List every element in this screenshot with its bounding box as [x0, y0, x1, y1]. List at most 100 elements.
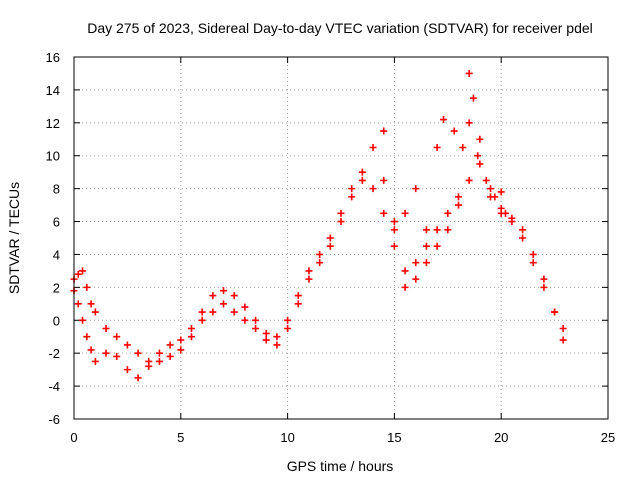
data-point-trace-a — [209, 292, 217, 300]
data-point-trace-b — [187, 333, 195, 341]
chart-title: Day 275 of 2023, Sidereal Day-to-day VTE… — [87, 20, 593, 36]
data-point-trace-a — [87, 300, 95, 308]
data-point-trace-b — [83, 333, 91, 341]
data-point-trace-b — [412, 275, 420, 283]
data-point-trace-a — [337, 209, 345, 217]
data-point-trace-a — [113, 333, 121, 341]
data-point-trace-b — [241, 316, 249, 324]
y-tick-label: 0 — [53, 313, 60, 328]
data-point-trace-c — [465, 69, 473, 77]
data-point-trace-b — [145, 362, 153, 370]
data-point-trace-a — [390, 242, 398, 250]
data-point-trace-a — [166, 341, 174, 349]
data-point-trace-b — [123, 366, 131, 374]
data-point-trace-a — [433, 226, 441, 234]
x-tick-label: 10 — [280, 430, 294, 445]
y-tick-label: 16 — [46, 50, 60, 65]
data-point-trace-c — [422, 226, 430, 234]
data-point-trace-c — [497, 188, 505, 196]
data-points — [70, 69, 567, 382]
data-point-trace-a — [412, 259, 420, 267]
data-point-trace-b — [177, 346, 185, 354]
data-point-trace-a — [79, 267, 87, 275]
y-tick-label: -6 — [48, 412, 60, 427]
data-point-trace-a — [401, 267, 409, 275]
data-point-trace-c — [380, 127, 388, 135]
data-point-trace-b — [198, 316, 206, 324]
data-point-trace-a — [91, 308, 99, 316]
data-point-trace-c — [469, 94, 477, 102]
data-point-trace-a — [559, 325, 567, 332]
x-tick-label: 15 — [387, 430, 401, 445]
data-point-trace-a — [102, 325, 110, 332]
data-point-trace-c — [501, 209, 509, 217]
data-point-trace-b — [134, 374, 142, 382]
data-point-trace-a — [422, 242, 430, 250]
data-point-trace-b — [74, 300, 82, 308]
data-point-trace-a — [187, 325, 195, 332]
data-point-trace-a — [487, 185, 495, 193]
data-point-trace-a — [444, 209, 452, 217]
plot-frame — [73, 56, 609, 420]
data-point-trace-b — [79, 316, 87, 324]
y-tick-label: -4 — [48, 379, 60, 394]
data-point-trace-b — [230, 308, 238, 316]
data-point-trace-a — [326, 234, 334, 242]
data-point-trace-c — [433, 144, 441, 151]
data-point-trace-a — [294, 292, 302, 300]
data-point-trace-b — [209, 308, 217, 316]
data-point-trace-b — [433, 242, 441, 250]
data-point-trace-b — [87, 346, 95, 354]
data-point-trace-b — [220, 300, 228, 308]
y-axis-label: SDTVAR / TECUs — [6, 182, 22, 294]
data-point-trace-b — [380, 176, 388, 184]
data-point-trace-a — [380, 209, 388, 217]
grid-lines — [74, 57, 608, 419]
x-tick-label: 5 — [177, 430, 184, 445]
y-tick-label: 8 — [53, 182, 60, 197]
data-point-trace-b — [262, 336, 270, 344]
data-point-trace-b — [155, 357, 163, 365]
data-point-trace-a — [220, 287, 228, 295]
data-point-trace-b — [401, 283, 409, 291]
data-point-trace-b — [294, 300, 302, 308]
data-point-trace-b — [559, 336, 567, 344]
data-point-trace-a — [358, 176, 366, 184]
data-point-trace-a — [134, 349, 142, 357]
data-point-trace-a — [454, 193, 462, 201]
data-point-trace-c — [440, 116, 448, 124]
data-point-trace-a — [284, 316, 292, 324]
axis-ticks: 0 5 10 15 20 25 -6 -4 -2 0 2 4 6 8 10 12 14 16 — [46, 50, 616, 445]
data-point-trace-b — [529, 250, 537, 258]
data-point-trace-b — [444, 226, 452, 234]
y-tick-label: 4 — [53, 247, 60, 262]
data-point-trace-b — [390, 226, 398, 234]
data-point-trace-a — [83, 283, 91, 291]
data-point-trace-b — [540, 275, 548, 283]
y-tick-label: 12 — [46, 116, 60, 131]
data-point-trace-a — [540, 283, 548, 291]
x-tick-label: 25 — [601, 430, 615, 445]
y-tick-label: 2 — [53, 280, 60, 295]
data-point-trace-b — [369, 144, 377, 151]
data-point-trace-a — [369, 185, 377, 193]
data-point-trace-a — [155, 349, 163, 357]
x-tick-label: 0 — [70, 430, 77, 445]
data-point-trace-a — [230, 292, 238, 300]
data-point-trace-b — [497, 204, 505, 212]
data-point-trace-b — [305, 275, 313, 283]
data-point-trace-c — [459, 144, 467, 151]
y-tick-label: 14 — [46, 83, 60, 98]
data-point-trace-a — [273, 333, 281, 341]
data-point-trace-c — [412, 185, 420, 193]
data-point-trace-c — [474, 152, 482, 160]
data-point-trace-b — [316, 259, 324, 267]
data-point-trace-b — [358, 168, 366, 176]
data-point-trace-a — [123, 341, 131, 349]
x-axis-label: GPS time / hours — [287, 458, 394, 474]
data-point-trace-a — [529, 259, 537, 267]
data-point-trace-a — [316, 250, 324, 258]
data-point-trace-a — [348, 185, 356, 193]
y-tick-label: -2 — [48, 346, 60, 361]
data-point-trace-b — [454, 201, 462, 209]
